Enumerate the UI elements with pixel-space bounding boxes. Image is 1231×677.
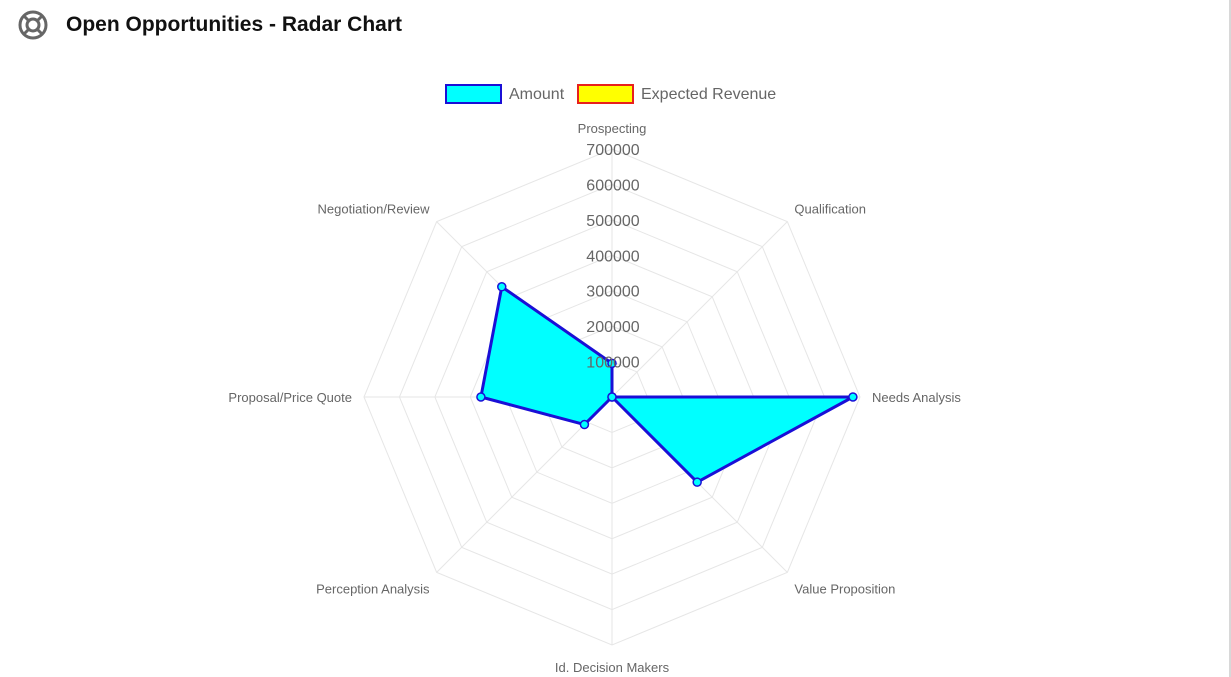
series-area-amount	[479, 285, 855, 484]
axis-label: Perception Analysis	[316, 581, 430, 596]
axis-label: Value Proposition	[794, 581, 895, 596]
page-header: Open Opportunities - Radar Chart	[0, 0, 1231, 52]
axis-label: Id. Decision Makers	[555, 660, 670, 675]
axis-label: Proposal/Price Quote	[228, 390, 352, 405]
tick-label: 700000	[586, 142, 639, 159]
legend-label: Expected Revenue	[641, 86, 776, 103]
legend-label: Amount	[509, 86, 565, 103]
tick-label: 300000	[586, 284, 639, 301]
legend-item[interactable]: Expected Revenue	[577, 84, 776, 104]
data-point[interactable]	[607, 358, 617, 369]
tick-label: 400000	[586, 248, 639, 265]
legend-item[interactable]: Amount	[445, 84, 565, 104]
chart-legend: Amount Expected Revenue	[445, 84, 776, 104]
data-point[interactable]	[692, 477, 702, 487]
chart-tick-labels: 100000 200000 300000 400000 500000 600000 7000…	[586, 142, 639, 372]
lifebuoy-icon	[18, 10, 48, 40]
data-point[interactable]	[579, 419, 590, 430]
legend-swatch	[577, 84, 634, 104]
tick-label: 500000	[586, 213, 639, 230]
chart-axis-labels: Prospecting Qualification Needs Analysis Va…	[228, 121, 961, 675]
chart-series	[476, 282, 858, 487]
tick-label: 200000	[586, 319, 639, 336]
data-point[interactable]	[476, 392, 486, 402]
data-point[interactable]	[607, 392, 617, 402]
grid-spoke	[611, 221, 788, 398]
page-title: Open Opportunities - Radar Chart	[66, 13, 403, 36]
axis-label: Negotiation/Review	[318, 202, 431, 217]
tick-label: 100000	[586, 355, 639, 372]
data-point[interactable]	[848, 392, 858, 402]
panel-border	[1229, 0, 1231, 677]
legend-swatch	[445, 84, 502, 104]
axis-label: Prospecting	[578, 121, 647, 136]
tick-label: 600000	[586, 177, 639, 194]
data-point[interactable]	[497, 282, 507, 292]
axis-label: Qualification	[794, 202, 866, 217]
axis-label: Needs Analysis	[872, 390, 961, 405]
